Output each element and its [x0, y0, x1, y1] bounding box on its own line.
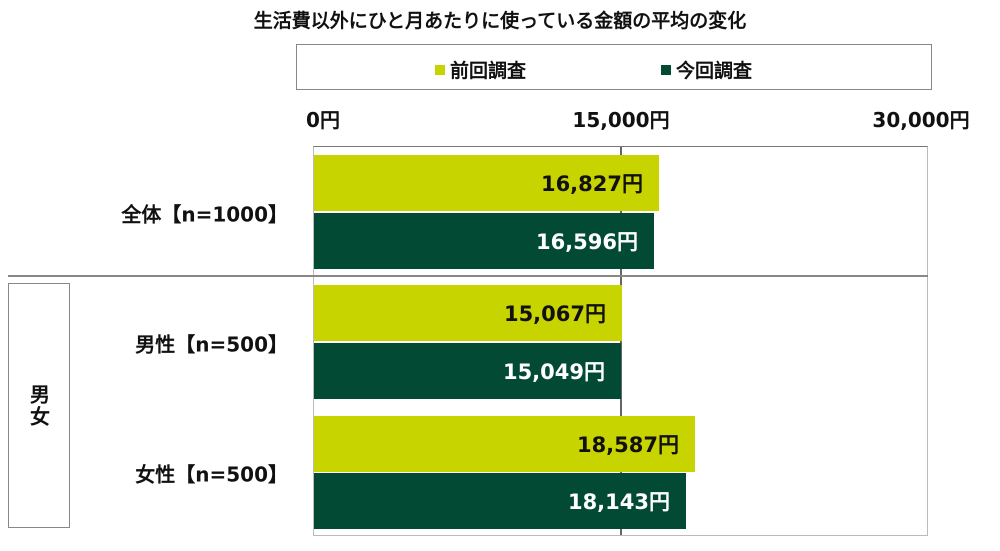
legend-item-previous: 前回調査 — [435, 56, 526, 83]
x-tick-30000: 30,000円 — [872, 108, 970, 132]
legend: 前回調査 今回調査 — [296, 44, 932, 90]
bar-value-label: 16,596円 — [535, 230, 638, 254]
category-label-female: 女性【n=500】 — [135, 462, 288, 487]
bar-value-label: 15,049円 — [502, 360, 605, 384]
legend-label-previous: 前回調査 — [450, 60, 527, 82]
bar-male-previous: 15,067円 — [314, 285, 622, 341]
group-label-gender: 男女 — [26, 383, 51, 428]
group-box-gender: 男女 — [8, 283, 70, 528]
bar-total-previous: 16,827円 — [314, 155, 659, 211]
category-label-male: 男性【n=500】 — [135, 332, 288, 357]
bar-female-previous: 18,587円 — [314, 416, 695, 472]
gridline-15000 — [620, 147, 622, 535]
legend-label-current: 今回調査 — [676, 60, 753, 82]
bar-value-label: 15,067円 — [503, 302, 606, 326]
legend-item-current: 今回調査 — [661, 56, 752, 83]
bar-total-current: 16,596円 — [314, 213, 654, 269]
bar-value-label: 18,587円 — [576, 433, 679, 457]
legend-swatch-current-icon — [661, 64, 671, 75]
bar-value-label: 18,143円 — [567, 490, 670, 514]
plot-area — [313, 146, 928, 536]
group-separator — [8, 275, 928, 277]
x-tick-0: 0円 — [306, 108, 340, 132]
bar-female-current: 18,143円 — [314, 473, 686, 529]
chart-title: 生活費以外にひと月あたりに使っている金額の平均の変化 — [253, 10, 747, 32]
bar-male-current: 15,049円 — [314, 343, 621, 399]
legend-swatch-previous-icon — [435, 64, 445, 75]
x-tick-15000: 15,000円 — [572, 108, 670, 132]
bar-value-label: 16,827円 — [540, 172, 643, 196]
category-label-total: 全体【n=1000】 — [121, 202, 288, 227]
